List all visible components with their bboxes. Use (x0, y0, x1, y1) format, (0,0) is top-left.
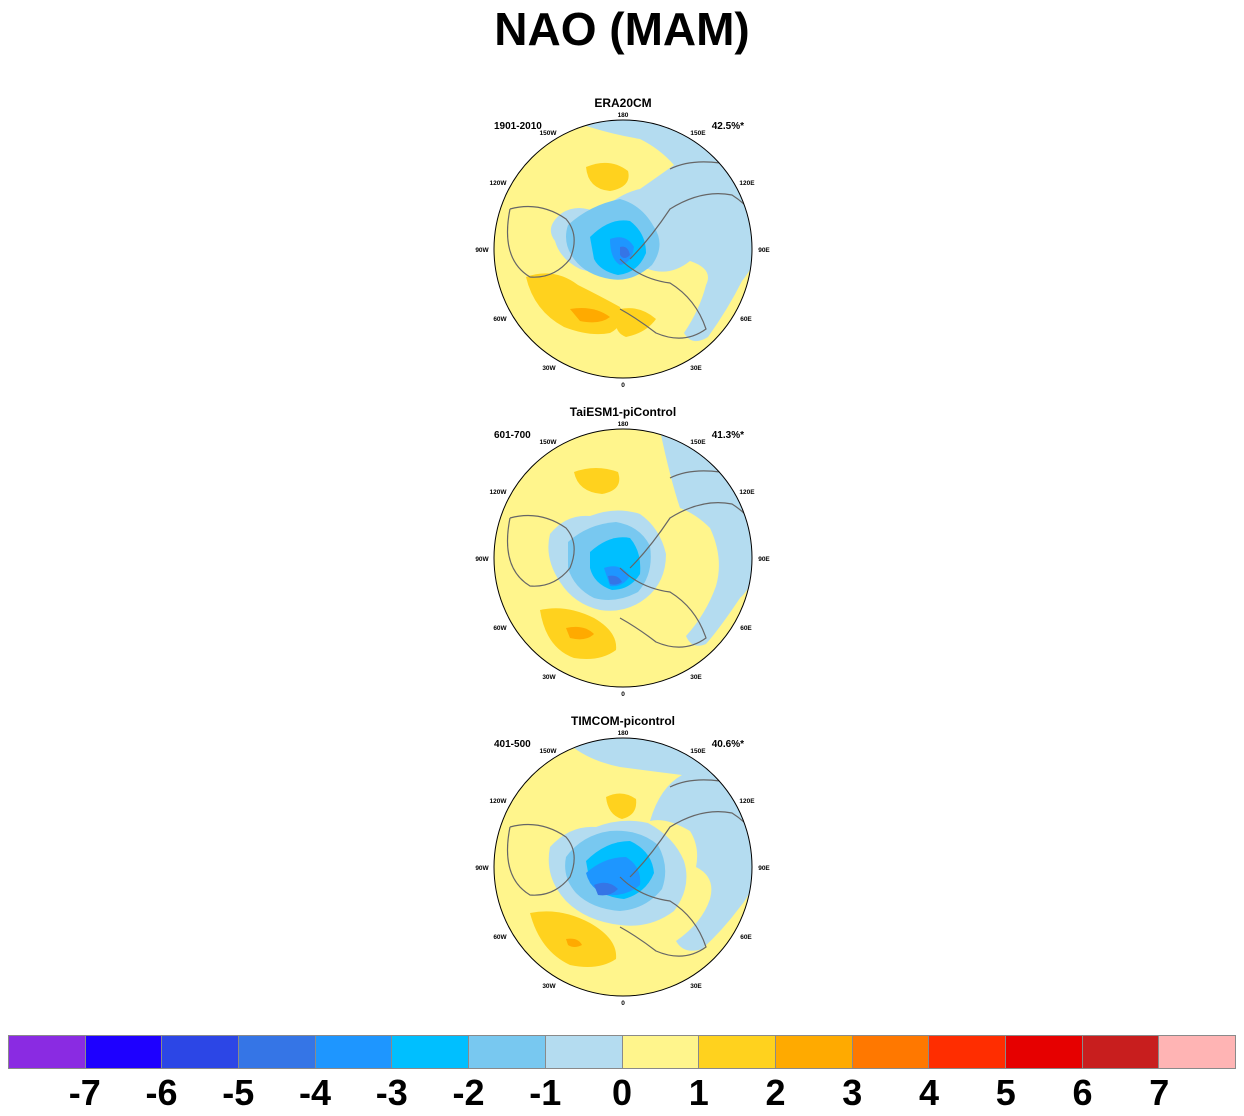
panel-period: 401-500 (494, 739, 531, 750)
colorbar-box (1159, 1036, 1235, 1068)
colorbar-tick-label: 6 (1072, 1072, 1093, 1113)
colorbar-box (162, 1036, 240, 1068)
colorbar-box (315, 1036, 393, 1068)
colorbar-tick-label: -3 (375, 1072, 408, 1113)
colorbar-box (545, 1036, 623, 1068)
negative-region (570, 738, 752, 951)
lon-label: 120W (490, 489, 508, 496)
colorbar-box (239, 1036, 316, 1068)
colorbar-tick-label: 3 (842, 1072, 863, 1113)
map-panel-timcom: TIMCOM-picontrol 401-500 40.6%* 180 150E… (470, 714, 776, 1014)
map-boundary (493, 428, 753, 688)
lon-label: 180 (618, 730, 629, 737)
lon-label: 150E (690, 748, 706, 755)
colorbar-box (699, 1036, 776, 1068)
colorbar (8, 1035, 1236, 1069)
lon-label: 60W (493, 625, 507, 632)
lon-label: 60E (740, 934, 752, 941)
lon-label: 180 (618, 421, 629, 428)
coastlines (506, 161, 752, 339)
lon-label: 0 (621, 382, 625, 389)
lon-label: 120E (739, 180, 755, 187)
colorbar-tick-label: 5 (995, 1072, 1016, 1113)
colorbar-box (622, 1036, 700, 1068)
lon-label: 30W (542, 983, 556, 990)
lon-label: 150W (540, 439, 558, 446)
negative-region (550, 120, 752, 342)
panel-title: TIMCOM-picontrol (571, 714, 675, 728)
colorbar-tick-label: 2 (765, 1072, 786, 1113)
lon-label: 30W (542, 674, 556, 681)
lon-label: 60W (493, 316, 507, 323)
lon-label: 30E (690, 365, 702, 372)
lon-label: 90E (758, 556, 770, 563)
colorbar-tick-label: 4 (918, 1072, 940, 1113)
lon-label: 0 (621, 1000, 625, 1007)
colorbar-box (1082, 1036, 1160, 1068)
colorbar-box (392, 1036, 470, 1068)
colorbar-box (9, 1036, 86, 1068)
colorbar-box (469, 1036, 546, 1068)
colorbar-box (852, 1036, 930, 1068)
colorbar-labels: -7 -6 -5 -4 -3 -2 -1 0 1 2 3 4 5 6 7 (0, 1072, 1244, 1116)
lon-label: 90W (475, 247, 489, 254)
lon-label: 150W (540, 130, 558, 137)
lon-label: 90W (475, 556, 489, 563)
lon-label: 90E (758, 247, 770, 254)
lon-label: 30W (542, 365, 556, 372)
lon-label: 30E (690, 983, 702, 990)
lon-label: 180 (618, 112, 629, 119)
colorbar-tick-label: 1 (688, 1072, 709, 1113)
panel-variance: 40.6%* (711, 739, 744, 750)
colorbar-tick-label: -2 (452, 1072, 485, 1113)
lon-label: 60E (740, 625, 752, 632)
colorbar-box (1005, 1036, 1083, 1068)
colorbar-box (85, 1036, 163, 1068)
map-boundary (493, 119, 753, 379)
map-panel-era20cm: ERA20CM 1901-2010 42.5%* 180 150E 120E 9… (470, 96, 776, 396)
lon-label: 30E (690, 674, 702, 681)
map-boundary (493, 737, 753, 997)
panel-period: 1901-2010 (494, 121, 542, 132)
panel-period: 601-700 (494, 430, 531, 441)
lon-label: 60E (740, 316, 752, 323)
lon-label: 150E (690, 439, 706, 446)
colorbar-tick-label: 0 (611, 1072, 633, 1113)
colorbar-tick-label: -4 (298, 1072, 331, 1113)
panel-variance: 41.3%* (711, 430, 744, 441)
panel-title: TaiESM1-piControl (569, 405, 677, 419)
lon-label: 150E (690, 130, 706, 137)
colorbar-box (929, 1036, 1006, 1068)
lon-label: 120E (739, 489, 755, 496)
lon-label: 90E (758, 865, 770, 872)
colorbar-box (775, 1036, 853, 1068)
colorbar-tick-label: -5 (222, 1072, 255, 1113)
lon-label: 120W (490, 180, 508, 187)
polar-map: 180 150E 120E 90E 60E 30E 0 30W 60W 90W … (475, 112, 770, 389)
coastlines (506, 779, 752, 957)
colorbar-tick-label: 7 (1149, 1072, 1170, 1113)
lon-label: 120W (490, 798, 508, 805)
colorbar-tick-label: -1 (529, 1072, 562, 1113)
lon-label: 0 (621, 691, 625, 698)
lon-label: 60W (493, 934, 507, 941)
coastlines (506, 470, 752, 648)
lon-label: 90W (475, 865, 489, 872)
map-panel-taiesm1: TaiESM1-piControl 601-700 41.3%* 180 150… (470, 405, 776, 705)
lon-label: 120E (739, 798, 755, 805)
figure-title: NAO (MAM) (494, 3, 750, 55)
panel-variance: 42.5%* (711, 121, 744, 132)
colorbar-tick-label: -6 (145, 1072, 178, 1113)
lon-label: 150W (540, 748, 558, 755)
polar-map: 180 150E 120E 90E 60E 30E 0 30W 60W 90W … (475, 730, 770, 1007)
colorbar-tick-label: -7 (68, 1072, 101, 1113)
panel-title: ERA20CM (594, 96, 652, 110)
polar-map: 180 150E 120E 90E 60E 30E 0 30W 60W 90W … (475, 421, 770, 698)
